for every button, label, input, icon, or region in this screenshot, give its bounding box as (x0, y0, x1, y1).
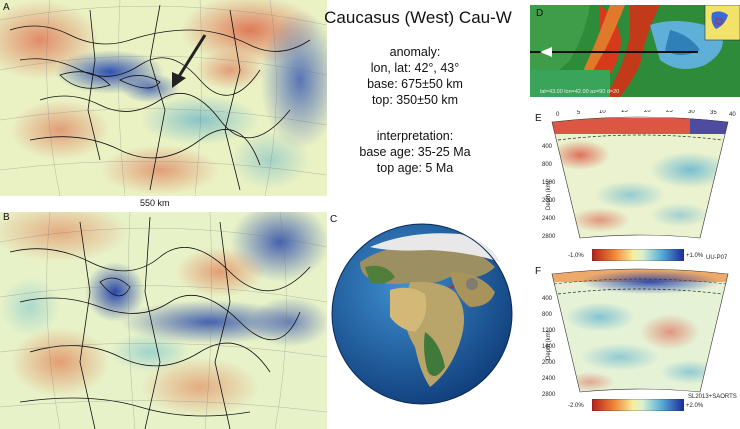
regional-map-caption: lat=43.00 lon=42.00 az=90 d=20 (540, 89, 619, 95)
section-f-image (551, 268, 729, 393)
e-model-name: UU-P07 (706, 255, 728, 261)
interpretation-top-age: top age: 5 Ma (376, 161, 454, 175)
regional-map: lat=43.00 lon=42.00 az=90 d=20 (530, 5, 740, 97)
e-depth-800: 800 (542, 162, 553, 168)
anomaly-base: base: 675±50 km (367, 77, 463, 91)
e-depth-1500: 1500 (542, 180, 556, 186)
map-a-image (0, 0, 327, 196)
panel-f-label: F (535, 266, 542, 277)
globe-image (331, 223, 513, 405)
e-tick-20: 20 (644, 110, 651, 114)
f-depth-2800: 2800 (542, 392, 556, 398)
e-depth-axis-label: Depth (km) (546, 180, 552, 210)
globe (330, 222, 514, 406)
e-tick-10: 10 (599, 110, 606, 115)
anomaly-heading: anomaly: (389, 45, 441, 59)
map-b: B (0, 212, 327, 429)
e-tick-30: 30 (688, 110, 695, 115)
f-depth-2400: 2400 (542, 376, 556, 382)
anomaly-block: anomaly: lon, lat: 42°, 43° base: 675±50… (350, 44, 480, 108)
interpretation-block: interpretation: base age: 35-25 Ma top a… (350, 128, 480, 176)
e-tick-15: 15 (621, 110, 628, 114)
scale-label: 550 km (140, 198, 170, 208)
panel-a-label: A (3, 2, 10, 13)
map-a: A (0, 0, 327, 196)
interpretation-base-age: base age: 35-25 Ma (359, 145, 471, 159)
f-model-name: SL2013+SAORTS (688, 394, 737, 400)
f-depth-1600: 1600 (542, 344, 556, 350)
panel-c-label: C (330, 214, 338, 225)
e-tick-35: 35 (710, 110, 717, 116)
e-depth-400: 400 (542, 144, 553, 150)
e-depth-2800: 2800 (542, 234, 556, 240)
f-colorbar (592, 399, 684, 411)
page-title: Caucasus (West) Cau-W (324, 8, 512, 27)
e-tick-5: 5 (577, 110, 581, 116)
f-depth-400: 400 (542, 296, 553, 302)
e-tick-25: 25 (666, 110, 673, 114)
f-colorbar-min: -2.0% (568, 403, 584, 409)
e-colorbar-min: -1.0% (568, 253, 584, 259)
e-depth-2000: 2000 (542, 198, 556, 204)
f-depth-800: 800 (542, 312, 553, 318)
e-tick-40: 40 (729, 112, 736, 118)
panel-b-label: B (3, 212, 10, 223)
f-colorbar-max: +2.0% (686, 403, 704, 409)
e-tick-0: 0 (556, 112, 560, 118)
anomaly-lonlat: lon, lat: 42°, 43° (370, 61, 460, 75)
map-b-image (0, 212, 327, 429)
interpretation-heading: interpretation: (376, 129, 454, 143)
regional-map-image: lat=43.00 lon=42.00 az=90 d=20 (530, 5, 740, 97)
f-depth-2000: 2000 (542, 360, 556, 366)
e-depth-2400: 2400 (542, 216, 556, 222)
panel-d-label: D (536, 8, 544, 19)
f-depth-1200: 1200 (542, 328, 556, 334)
f-depth-axis-label: Depth (km) (546, 330, 552, 360)
e-colorbar-max: +1.0% (686, 253, 704, 259)
section-f: 400 800 1200 1600 2000 2400 2800 Depth (… (540, 262, 740, 410)
section-e-image (551, 116, 729, 239)
section-e: 0 5 10 15 20 25 30 35 40 400 800 1500 20… (540, 110, 740, 260)
panel-e-label: E (535, 113, 542, 124)
e-colorbar (592, 249, 684, 261)
anomaly-top: top: 350±50 km (371, 93, 459, 107)
